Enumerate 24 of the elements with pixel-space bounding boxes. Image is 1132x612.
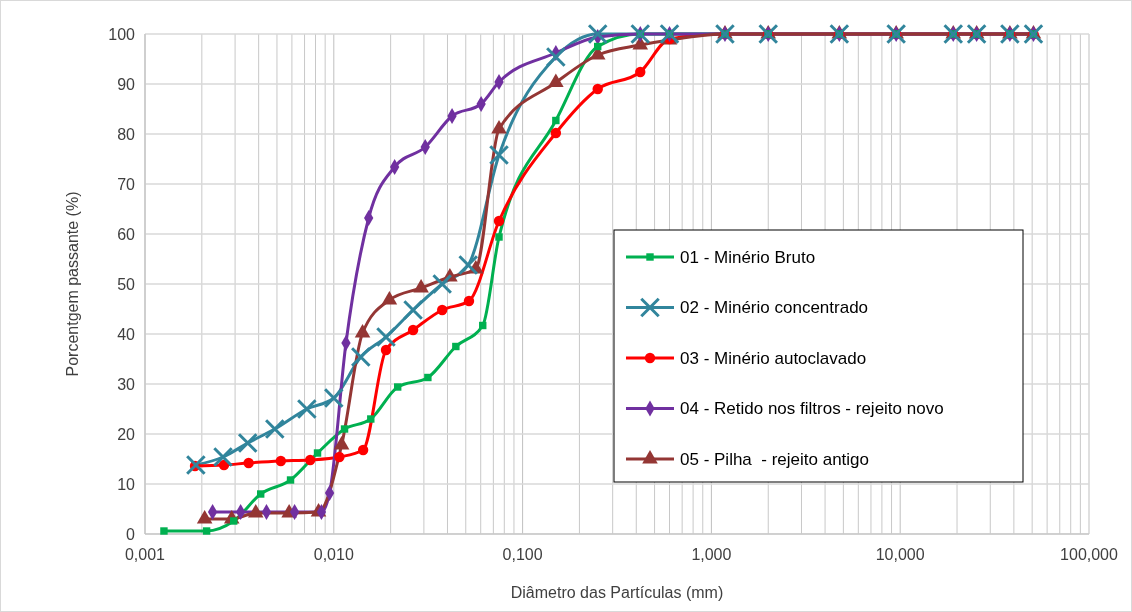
legend-label: 04 - Retido nos filtros - rejeito novo: [680, 399, 944, 419]
x-tick-label: 0,010: [313, 546, 354, 563]
legend-label: 03 - Minério autoclavado: [680, 348, 867, 368]
x-axis-title: Diâmetro das Partículas (mm): [510, 584, 724, 601]
legend-label: 05 - Pilha - rejeito antigo: [680, 449, 869, 469]
y-tick-label: 80: [117, 125, 136, 143]
x-tick-label: 0,100: [502, 546, 543, 563]
y-tick-label: 10: [117, 475, 136, 493]
y-tick-label: 0: [126, 525, 136, 543]
y-tick-label: 50: [117, 275, 136, 293]
y-axis-title: Porcentgem passante (%): [64, 191, 81, 377]
x-tick-label: 100,000: [1060, 546, 1119, 563]
y-tick-label: 60: [117, 225, 136, 243]
legend-label: 01 - Minério Bruto: [680, 247, 816, 267]
legend-label: 02 - Minério concentrado: [680, 298, 869, 318]
x-tick-label: 1,000: [691, 546, 732, 563]
y-tick-label: 70: [117, 175, 136, 193]
y-tick-label: 100: [108, 25, 136, 43]
y-tick-label: 30: [117, 375, 136, 393]
x-tick-label: 0,001: [124, 546, 166, 563]
x-tick-label: 10,000: [875, 546, 925, 563]
y-tick-label: 40: [117, 325, 136, 343]
y-tick-label: 90: [117, 75, 136, 93]
y-tick-label: 20: [117, 425, 136, 443]
